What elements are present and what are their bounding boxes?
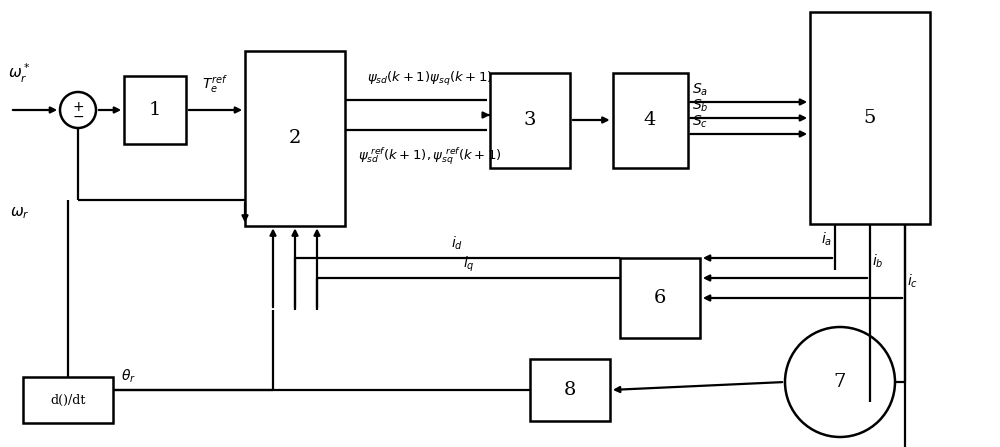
Bar: [124, 76, 186, 144]
Text: $\omega_r$: $\omega_r$: [10, 205, 30, 221]
Text: $S_c$: $S_c$: [692, 114, 708, 130]
Text: $i_c$: $i_c$: [907, 273, 918, 290]
Text: 3: 3: [524, 111, 536, 129]
Bar: [245, 51, 345, 225]
Text: $i_q$: $i_q$: [463, 255, 474, 274]
Text: 5: 5: [864, 109, 876, 127]
Text: $\psi_{sd}(k+1)\psi_{sq}(k+1)$: $\psi_{sd}(k+1)\psi_{sq}(k+1)$: [367, 70, 493, 88]
Text: $S_b$: $S_b$: [692, 97, 708, 114]
Text: 8: 8: [564, 381, 576, 399]
Text: 6: 6: [654, 289, 666, 307]
Text: −: −: [72, 110, 84, 124]
Text: $i_a$: $i_a$: [821, 231, 832, 248]
Circle shape: [60, 92, 96, 128]
Text: 1: 1: [149, 101, 161, 119]
Text: +: +: [72, 100, 84, 114]
Bar: [810, 12, 930, 224]
Circle shape: [785, 327, 895, 437]
Text: 2: 2: [289, 129, 301, 147]
Text: d()/dt: d()/dt: [50, 393, 86, 406]
Text: $i_b$: $i_b$: [872, 253, 884, 270]
Text: 7: 7: [834, 373, 846, 391]
Text: $\omega_r^*$: $\omega_r^*$: [8, 62, 31, 85]
Bar: [23, 377, 113, 423]
Bar: [530, 359, 610, 421]
Text: $\psi_{sd}^{\ ref}(k+1),\psi_{sq}^{\ ref}(k+1)$: $\psi_{sd}^{\ ref}(k+1),\psi_{sq}^{\ ref…: [358, 145, 502, 167]
Text: $S_a$: $S_a$: [692, 82, 708, 98]
Bar: [490, 72, 570, 168]
Bar: [620, 258, 700, 338]
Text: $T_e^{ref}$: $T_e^{ref}$: [202, 73, 229, 95]
Bar: [612, 72, 688, 168]
Text: $\theta_r$: $\theta_r$: [121, 367, 136, 385]
Text: 4: 4: [644, 111, 656, 129]
Text: $i_d$: $i_d$: [451, 235, 464, 252]
